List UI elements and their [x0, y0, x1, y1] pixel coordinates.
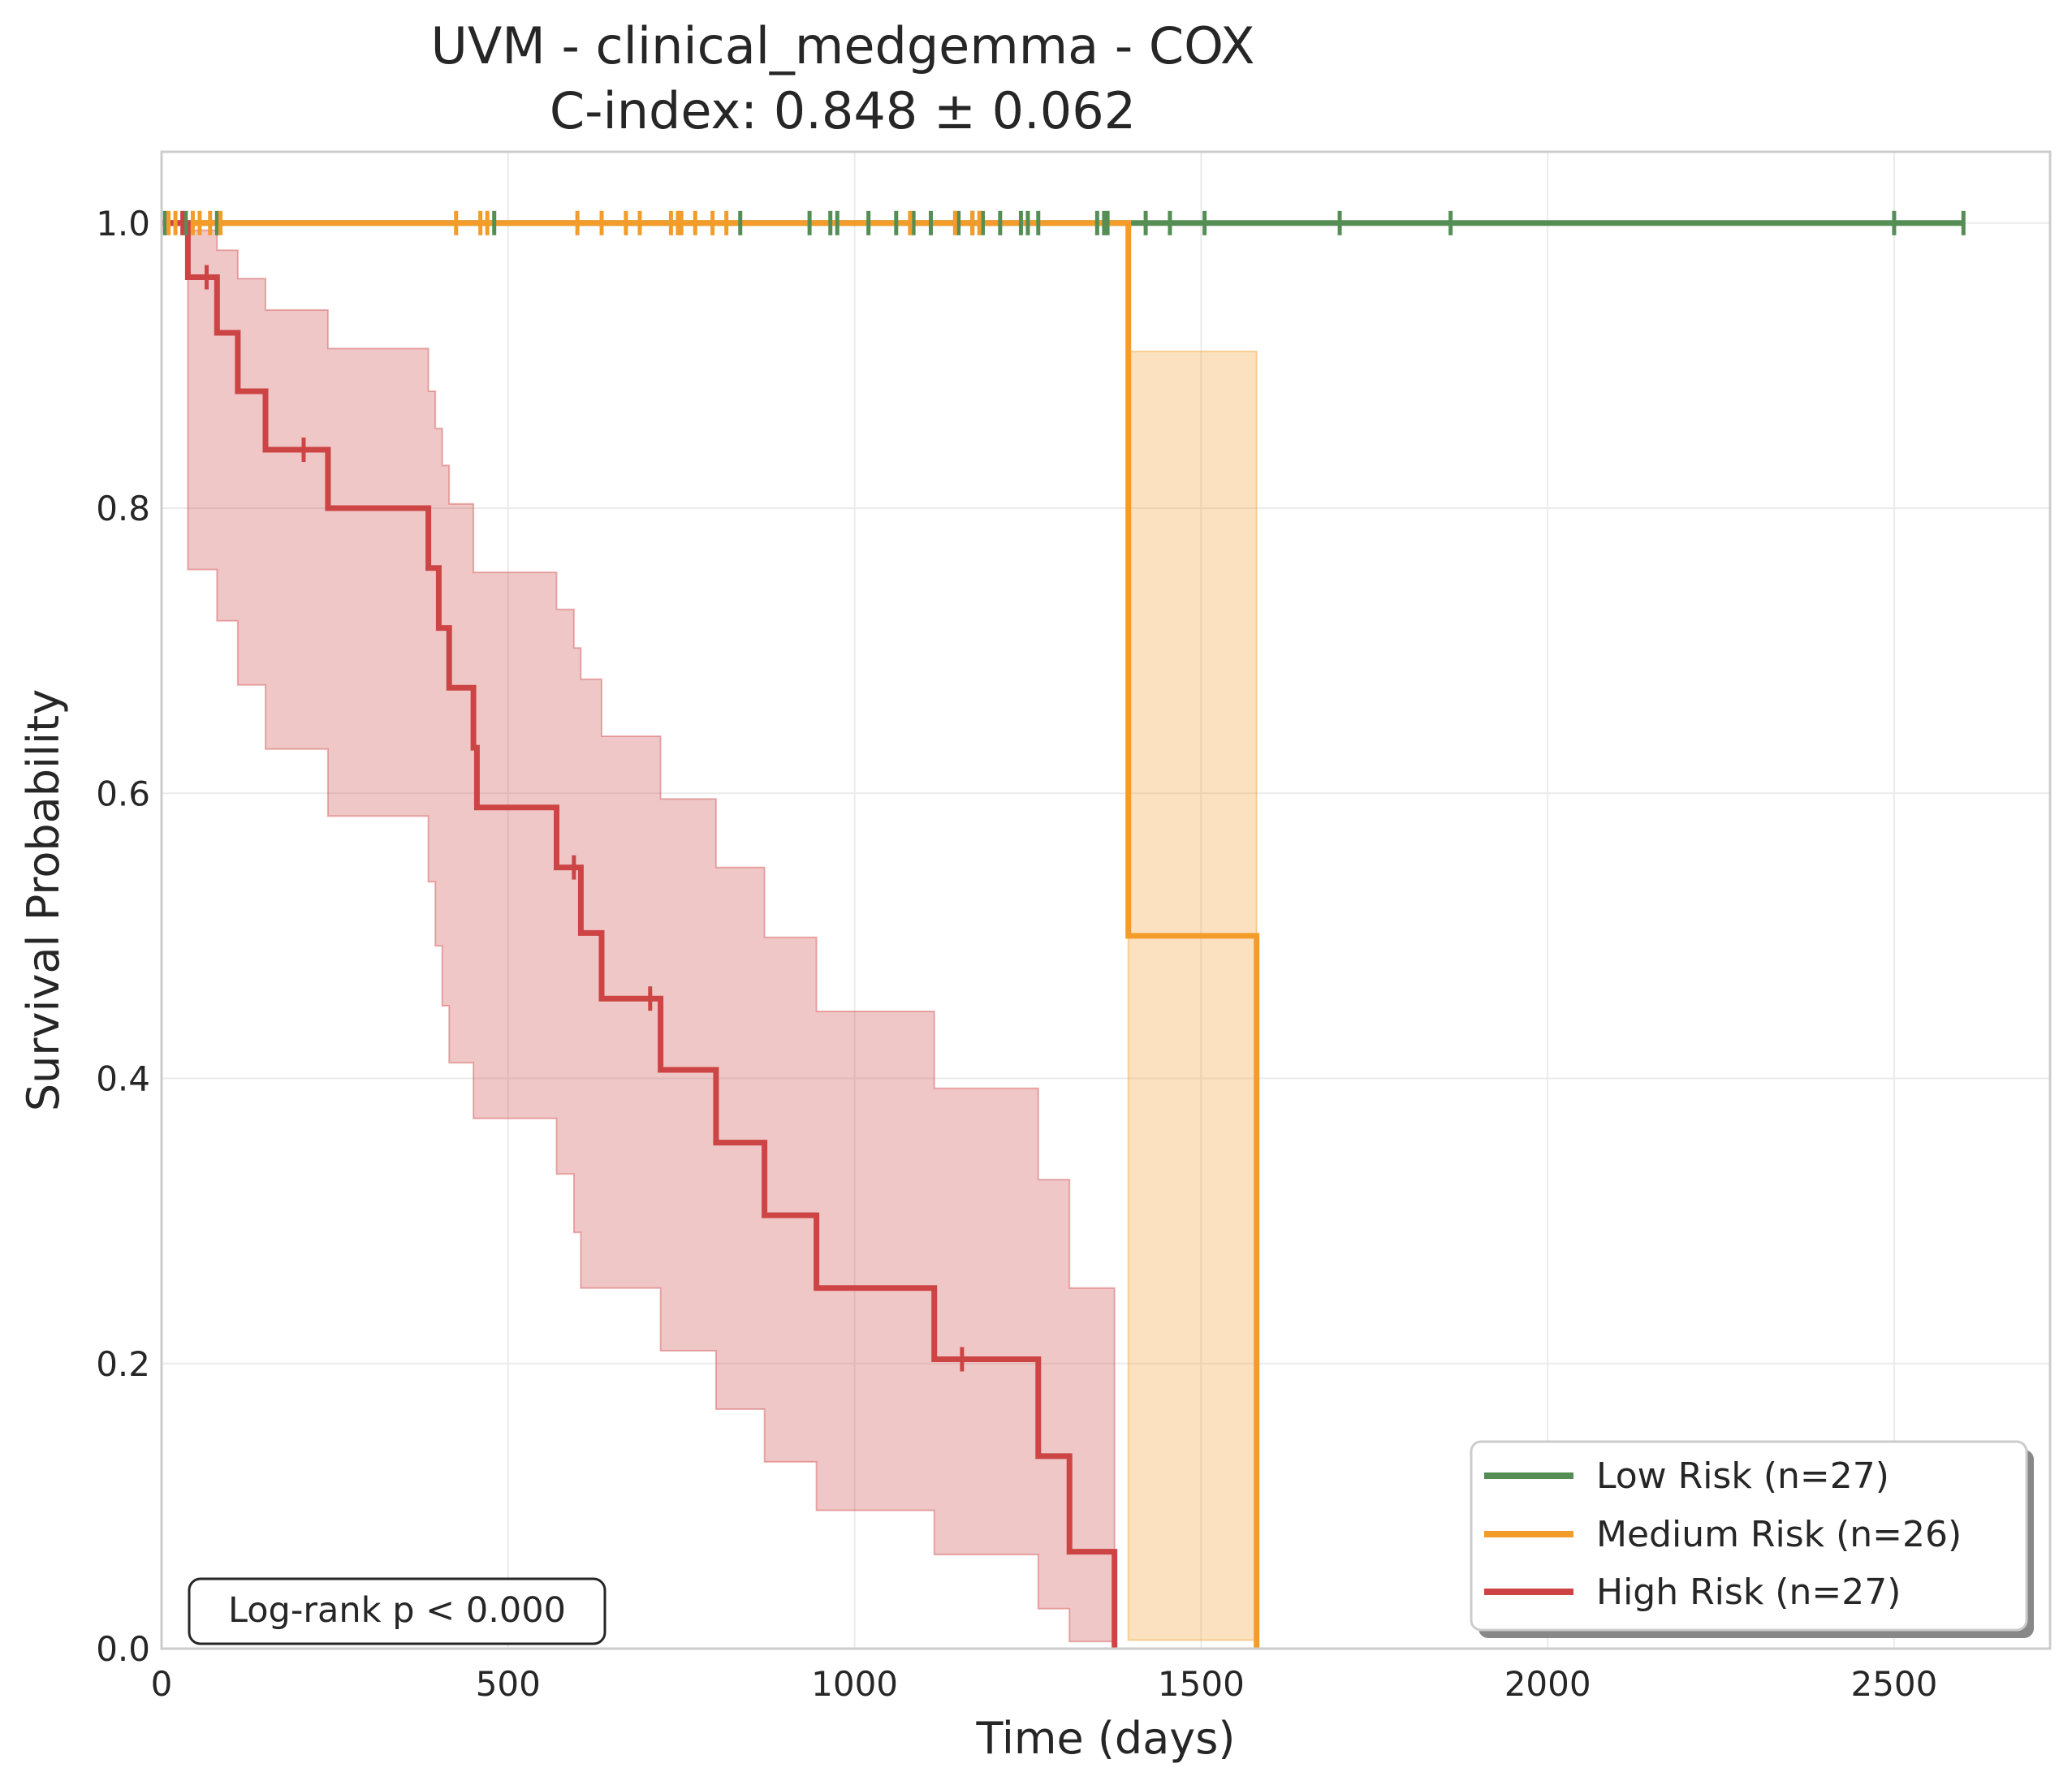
y-tick-label: 0.4 [96, 1059, 150, 1099]
y-tick-label: 1.0 [96, 204, 150, 244]
x-axis-label: Time (days) [976, 1713, 1236, 1764]
logrank-annotation-box: Log-rank p < 0.000 [188, 1577, 606, 1645]
legend-label-low-risk: Low Risk (n=27) [1596, 1455, 1889, 1497]
y-tick-label: 0.2 [96, 1344, 150, 1384]
x-tick-label: 2000 [1504, 1664, 1591, 1704]
x-tick-label: 1500 [1158, 1664, 1245, 1704]
survival-curves [162, 220, 1964, 1649]
y-tick-label: 0.6 [96, 774, 150, 813]
x-tick-label: 500 [476, 1664, 541, 1704]
legend: Low Risk (n=27) Medium Risk (n=26) High … [1470, 1440, 2034, 1638]
y-axis-label: Survival Probability [18, 689, 69, 1111]
legend-label-high-risk: High Risk (n=27) [1596, 1572, 1901, 1613]
chart-title-line2: C-index: 0.848 ± 0.062 [550, 81, 1136, 140]
curve-high-risk [162, 220, 1118, 1649]
x-tick-label: 2500 [1850, 1664, 1937, 1704]
title: UVM - clinical_medgemma - COX C-index: 0… [430, 16, 1254, 140]
censor-marks [162, 210, 1966, 1372]
chart-title-line1: UVM - clinical_medgemma - COX [430, 16, 1254, 75]
y-tick-label: 0.0 [96, 1629, 150, 1669]
logrank-annotation: Log-rank p < 0.000 [228, 1590, 566, 1631]
x-tick-label: 1000 [811, 1664, 898, 1704]
ci-band-medium-risk [1127, 350, 1258, 1641]
y-tick-label: 0.8 [96, 489, 150, 528]
logrank-annotation-frame [188, 1577, 606, 1645]
x-axis-ticks: 0 500 1000 1500 2000 2500 [151, 1664, 1938, 1704]
curve-medium-risk [162, 220, 1260, 1649]
x-tick-label: 0 [151, 1664, 173, 1704]
plot-area-frame [160, 150, 2052, 1650]
y-axis-ticks: 0.0 0.2 0.4 0.6 0.8 1.0 [96, 204, 150, 1669]
legend-label-medium-risk: Medium Risk (n=26) [1596, 1514, 1962, 1555]
legend-frame [1470, 1440, 2028, 1632]
